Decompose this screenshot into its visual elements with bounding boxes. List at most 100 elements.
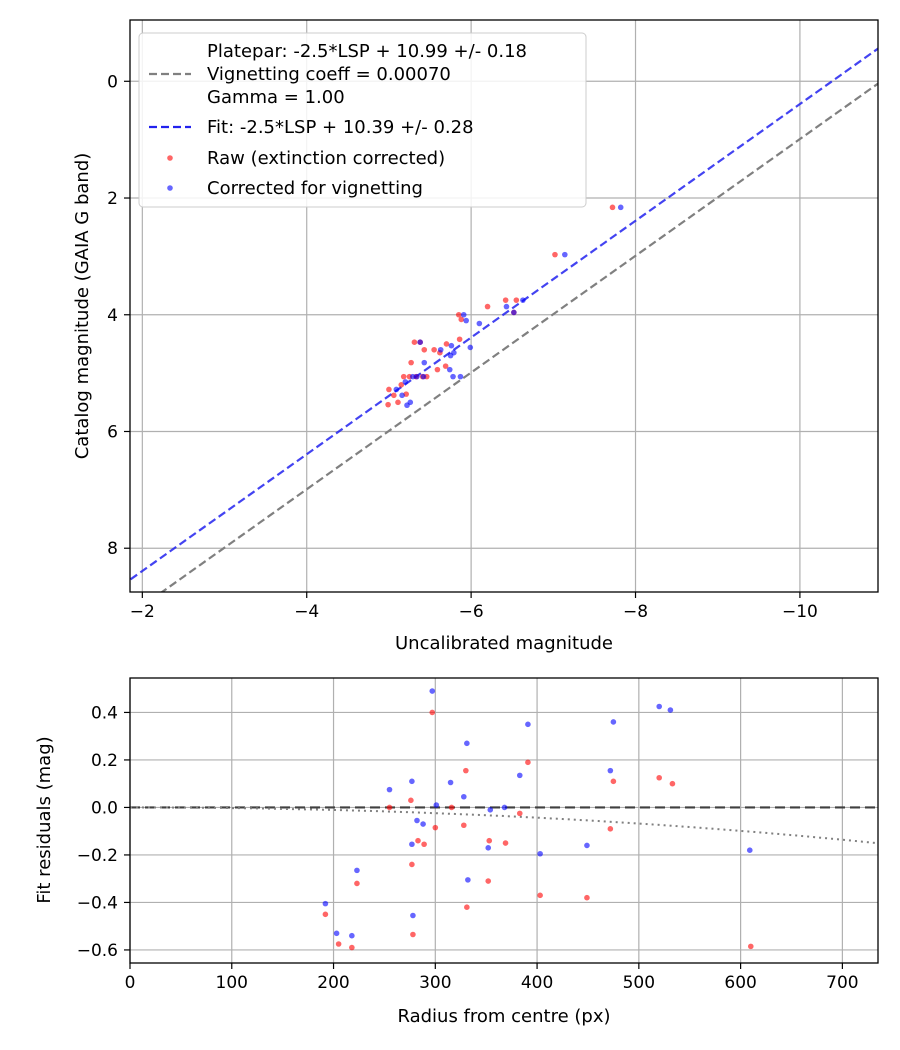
corrected-point — [457, 373, 464, 380]
corrected-point — [476, 320, 483, 327]
raw-point — [411, 339, 418, 345]
residual-corrected-point — [386, 786, 393, 793]
raw-point — [456, 336, 463, 343]
residual-corrected-point — [746, 847, 753, 853]
residuals-plot: 0 100 200 300 400 500 600 700 0.4 0.2 0.0 −0.2 −0.4… — [34, 677, 879, 1027]
top-y-tick-label: 6 — [107, 422, 118, 442]
residual-corrected-point — [410, 912, 416, 919]
fit-line — [130, 47, 878, 582]
residual-corrected-point — [525, 721, 531, 728]
residual-corrected-point — [409, 841, 415, 848]
residual-raw-point — [502, 840, 509, 846]
corrected-point — [463, 317, 469, 324]
residual-corrected-point — [461, 793, 467, 800]
residual-raw-point — [448, 804, 455, 811]
raw-point — [386, 386, 392, 393]
residual-raw-point — [669, 780, 676, 787]
raw-point — [442, 363, 449, 369]
raw-point — [385, 401, 391, 408]
residual-corrected-point — [354, 867, 360, 874]
residual-corrected-point — [516, 772, 523, 779]
corrected-point — [467, 344, 474, 351]
platepar-line — [160, 82, 878, 592]
residual-raw-point — [349, 944, 355, 951]
residual-corrected-point — [349, 932, 355, 939]
corrected-point — [402, 379, 409, 385]
raw-point — [434, 366, 441, 373]
bottom-x-tick-label: 100 — [216, 973, 248, 993]
corrected-point — [399, 392, 405, 399]
corrected-point — [511, 309, 517, 316]
bottom-axes-frame — [129, 677, 879, 964]
residual-corrected-point — [429, 688, 436, 694]
residual-raw-point — [486, 837, 493, 844]
corrected-point — [447, 352, 454, 359]
bottom-x-tick-label: 700 — [826, 973, 858, 993]
bottom-x-tick-label: 300 — [419, 973, 451, 993]
residual-raw-point — [432, 824, 439, 831]
residual-corrected-point — [409, 778, 415, 785]
residual-raw-point — [537, 892, 543, 899]
bottom-y-tick-label: 0.2 — [91, 751, 118, 771]
residual-corrected-point — [420, 821, 426, 827]
bottom-x-ticks: 0 100 200 300 400 500 600 700 — [125, 963, 859, 993]
residual-corrected-point — [487, 807, 494, 813]
top-y-tick-label: 4 — [107, 306, 118, 326]
corrected-point — [414, 373, 420, 380]
top-axes-frame — [129, 19, 879, 593]
bottom-x-tick-label: 0 — [125, 973, 136, 993]
raw-point — [513, 297, 520, 303]
residual-raw-point — [408, 797, 414, 804]
legend-vignetting-text: Vignetting coeff = 0.00070 — [207, 64, 451, 85]
raw-point — [431, 346, 437, 353]
vignetting-model-curve — [130, 806, 878, 845]
residual-raw-point — [747, 943, 754, 950]
residual-corrected-point — [447, 779, 454, 786]
legend-gamma-text: Gamma = 1.00 — [207, 87, 345, 108]
top-x-tick-label: −8 — [623, 602, 648, 622]
residual-raw-point — [461, 822, 467, 829]
residual-raw-point — [421, 841, 427, 848]
residual-raw-point — [415, 837, 421, 844]
raw-point — [400, 373, 407, 380]
residual-corrected-point — [667, 707, 674, 713]
raw-point — [458, 316, 465, 323]
corrected-points — [393, 204, 624, 409]
residual-raw-point — [516, 810, 523, 817]
raw-point — [421, 346, 428, 353]
residual-corrected-point — [333, 930, 340, 937]
bottom-x-tick-label: 200 — [317, 973, 349, 993]
corrected-point — [421, 359, 428, 366]
corrected-point — [448, 342, 455, 349]
raw-point — [395, 399, 401, 406]
residual-raw-point — [386, 804, 393, 811]
residual-corrected-point — [656, 703, 662, 710]
residual-raw-points — [322, 709, 754, 951]
raw-point — [484, 303, 491, 310]
corrected-point — [562, 251, 568, 258]
bottom-y-tick-label: 0.4 — [91, 703, 118, 723]
bottom-y-tick-label: −0.6 — [77, 941, 118, 961]
top-y-tick-label: 2 — [107, 189, 118, 209]
legend-corrected-marker — [167, 185, 173, 191]
residual-corrected-point — [537, 850, 543, 857]
corrected-point — [503, 303, 510, 310]
residual-raw-point — [322, 911, 329, 918]
corrected-point — [450, 373, 456, 380]
corrected-point — [420, 373, 427, 380]
residual-corrected-point — [485, 845, 492, 851]
bottom-x-axis-label: Radius from centre (px) — [397, 1006, 610, 1027]
residual-corrected-point — [610, 719, 617, 725]
corrected-point — [409, 373, 416, 380]
residual-corrected-point — [501, 804, 508, 811]
legend-raw-text: Raw (extinction corrected) — [207, 148, 445, 169]
residual-corrected-point — [464, 740, 470, 747]
bottom-x-tick-label: 500 — [623, 973, 655, 993]
corrected-point — [404, 402, 410, 409]
corrected-point — [520, 297, 526, 303]
legend: Platepar: -2.5*LSP + 10.99 +/- 0.18 Vign… — [138, 32, 587, 208]
corrected-point — [617, 204, 624, 211]
raw-point — [398, 381, 405, 388]
corrected-point — [446, 366, 453, 373]
